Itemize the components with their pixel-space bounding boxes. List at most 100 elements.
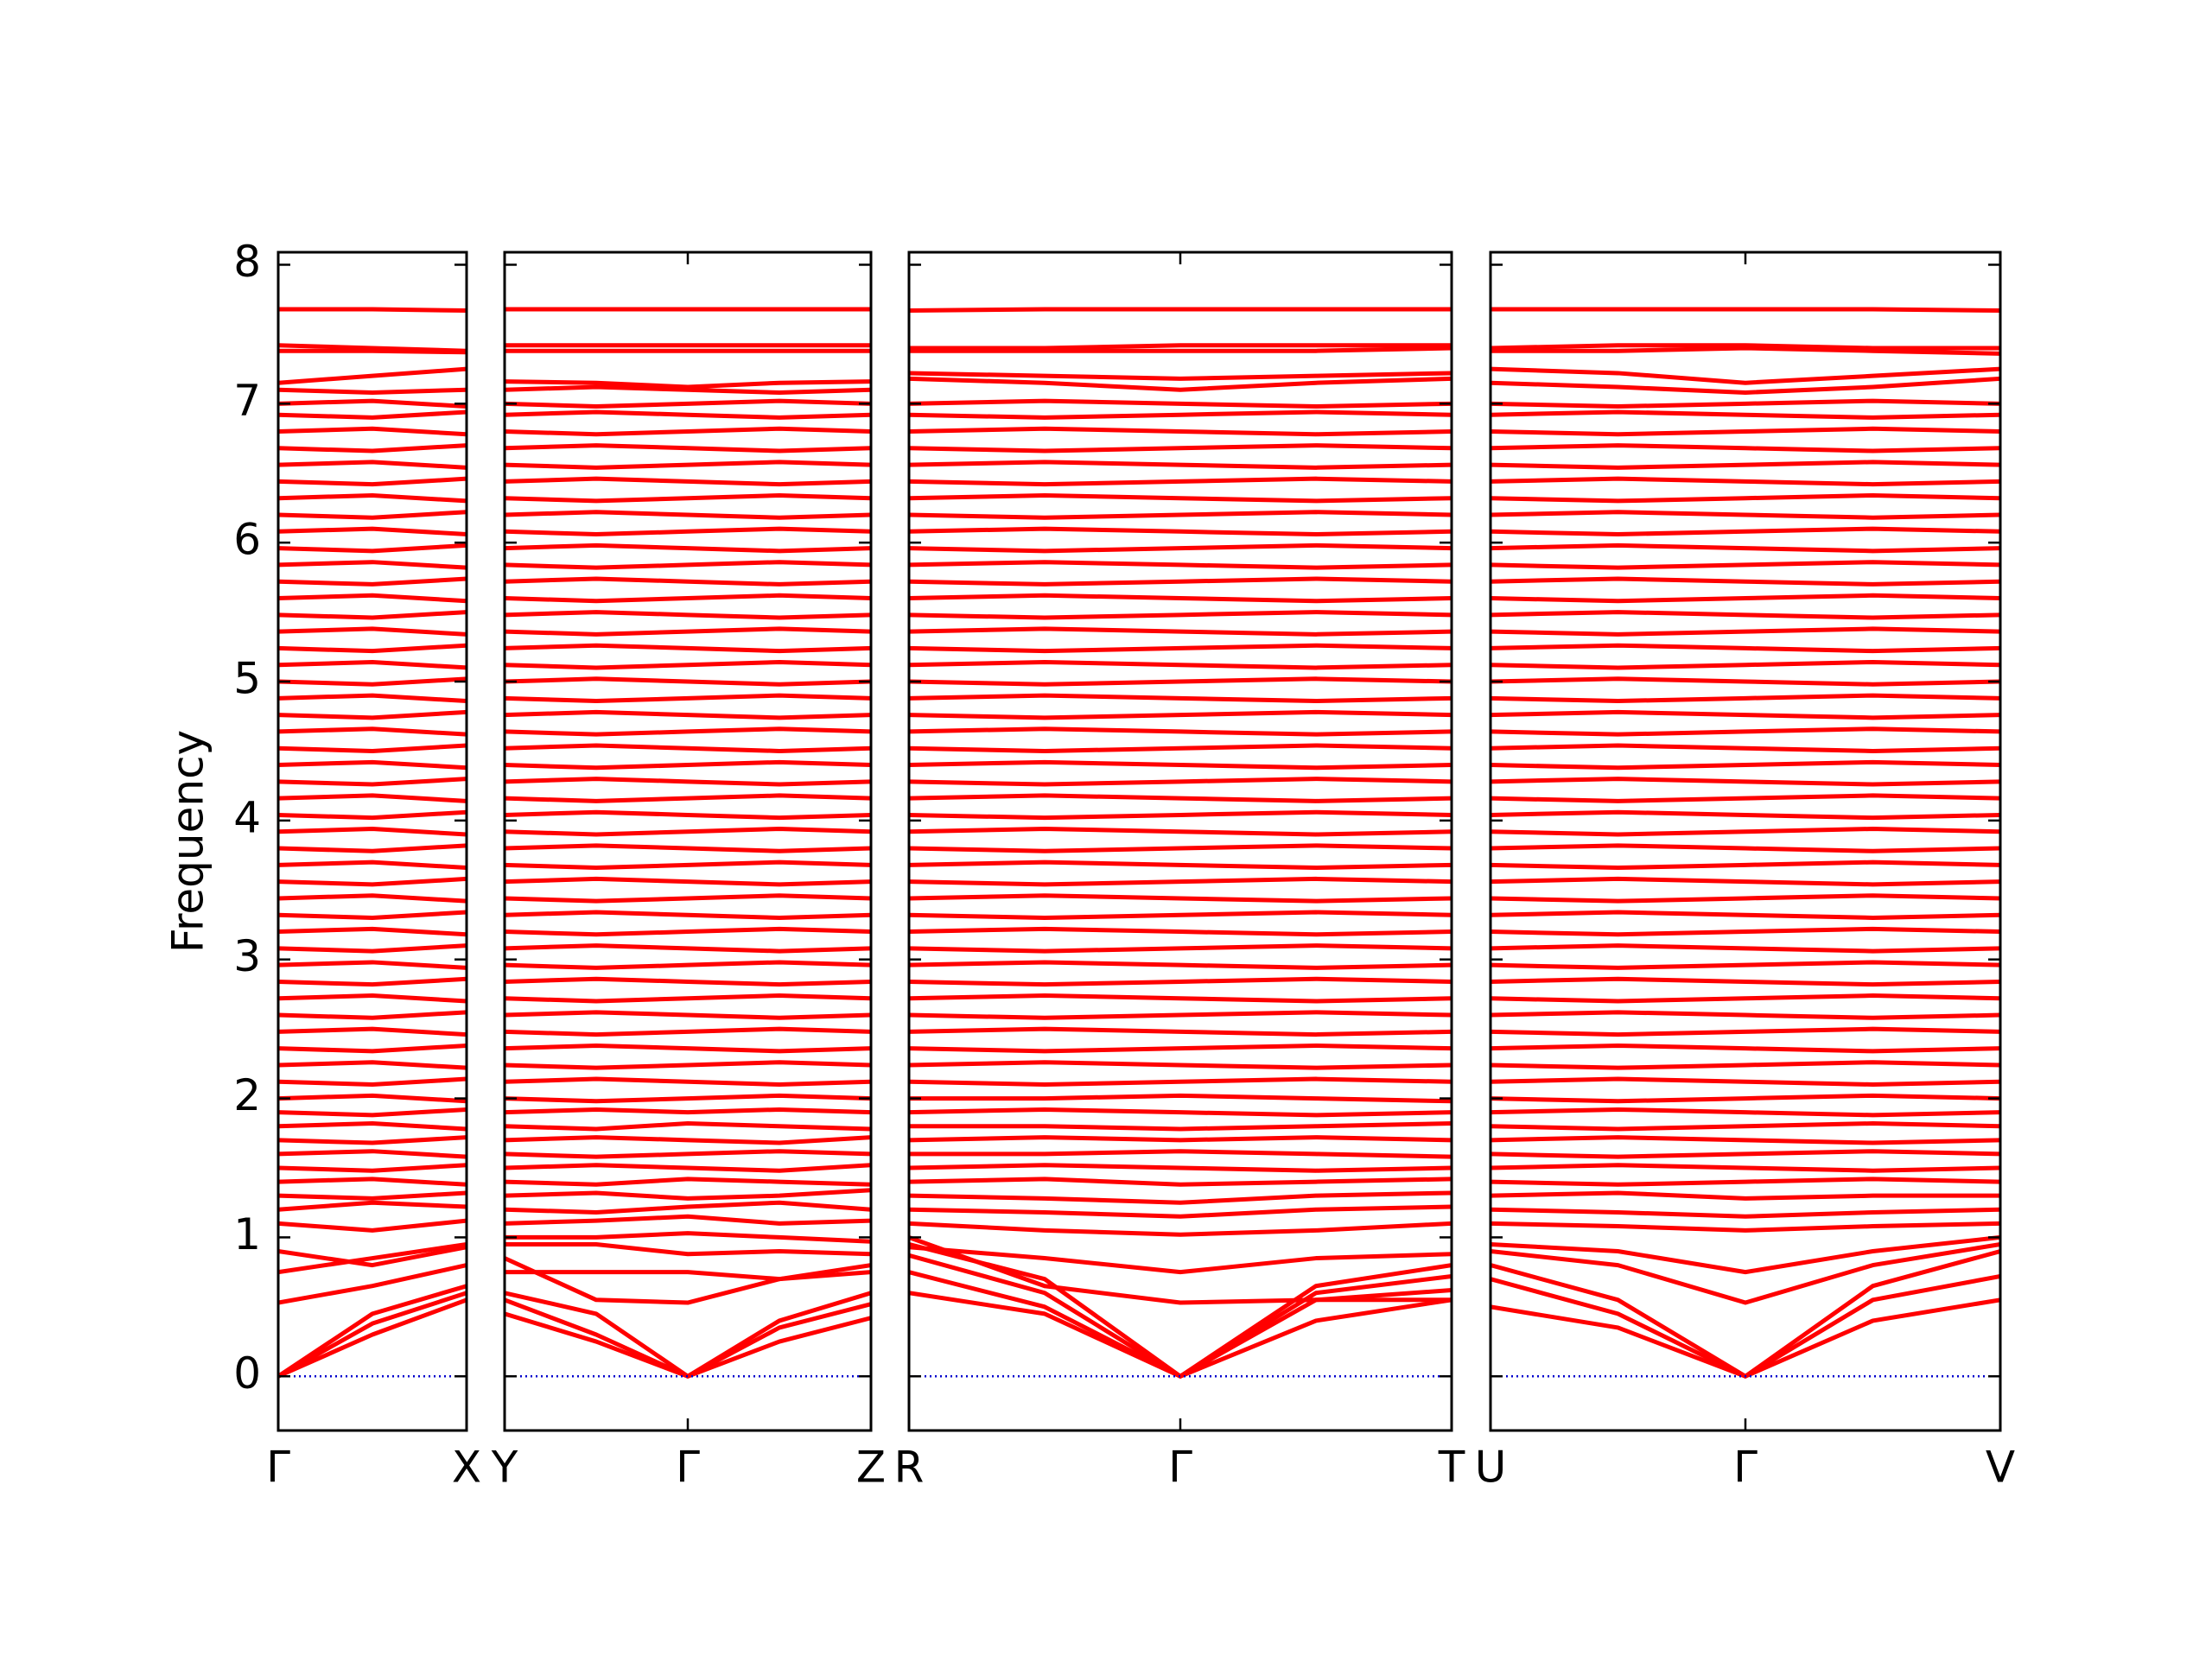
band-line xyxy=(505,693,871,704)
band-line xyxy=(909,460,1452,470)
band-line xyxy=(278,460,467,470)
band-line xyxy=(909,943,1452,954)
band-line xyxy=(1491,809,2000,821)
band-line xyxy=(1491,793,2000,803)
band-line xyxy=(505,1076,871,1087)
band-line xyxy=(505,560,871,570)
band-line xyxy=(278,387,467,395)
band-line xyxy=(909,1135,1452,1143)
band-line xyxy=(909,1093,1452,1104)
band-line xyxy=(1491,743,2000,753)
band-line xyxy=(909,343,1452,351)
x-tick-label: U xyxy=(1475,1443,1507,1493)
band-line xyxy=(278,726,467,737)
band-line xyxy=(505,1093,871,1104)
band-line xyxy=(505,492,871,504)
band-line xyxy=(1491,542,2000,554)
band-line xyxy=(909,1026,1452,1037)
band-line xyxy=(278,1263,467,1305)
band-line xyxy=(278,709,467,720)
band-line xyxy=(909,476,1452,487)
band-line xyxy=(505,426,871,437)
y-tick-label: 5 xyxy=(233,654,261,704)
band-line xyxy=(505,1026,871,1037)
plot-area xyxy=(909,307,1452,1379)
band-line xyxy=(909,893,1452,904)
band-line xyxy=(909,426,1452,437)
band-line xyxy=(1491,1107,2000,1118)
band-line xyxy=(1491,676,2000,687)
band-line xyxy=(278,398,467,409)
band-line xyxy=(278,366,467,385)
band-line xyxy=(278,1177,467,1187)
band-line xyxy=(505,1231,871,1244)
band-line xyxy=(278,1291,467,1379)
band-line xyxy=(1491,409,2000,420)
band-line xyxy=(278,1093,467,1104)
band-line xyxy=(505,510,871,520)
x-tick-label: X xyxy=(452,1443,481,1493)
band-line xyxy=(909,610,1452,620)
band-line xyxy=(909,1190,1452,1205)
band-line xyxy=(278,993,467,1004)
x-tick-label: Y xyxy=(491,1443,518,1493)
band-line xyxy=(505,1163,871,1173)
band-line xyxy=(505,843,871,853)
band-line xyxy=(1491,910,2000,920)
band-line xyxy=(909,660,1452,670)
band-line xyxy=(1491,726,2000,737)
band-line xyxy=(278,876,467,887)
band-line xyxy=(1491,576,2000,587)
band-line xyxy=(278,743,467,753)
x-tick-label: Γ xyxy=(1168,1443,1192,1493)
band-line xyxy=(278,576,467,587)
band-line xyxy=(278,1200,467,1212)
band-line xyxy=(909,993,1452,1004)
band-line xyxy=(909,860,1452,871)
x-tick-label: V xyxy=(1986,1443,2015,1493)
band-line xyxy=(909,576,1452,587)
band-line xyxy=(505,1010,871,1020)
band-line xyxy=(505,409,871,420)
band-line xyxy=(909,759,1452,771)
band-line xyxy=(1491,1234,2000,1275)
band-line xyxy=(1491,593,2000,604)
band-line xyxy=(505,676,871,687)
band-line xyxy=(278,426,467,437)
band-line xyxy=(505,443,871,454)
band-line xyxy=(278,910,467,920)
band-line xyxy=(909,1010,1452,1020)
band-line xyxy=(1491,460,2000,470)
y-tick-label: 3 xyxy=(233,931,261,981)
band-line xyxy=(1491,1190,2000,1201)
band-line xyxy=(909,726,1452,737)
band-line xyxy=(909,542,1452,554)
band-line xyxy=(1491,346,2000,356)
band-line xyxy=(278,343,467,353)
band-line xyxy=(278,660,467,670)
band-line xyxy=(1491,1121,2000,1132)
band-line xyxy=(278,1284,467,1379)
band-line xyxy=(505,1121,871,1132)
band-line xyxy=(505,1060,871,1070)
band-line xyxy=(505,1043,871,1054)
band-line xyxy=(505,379,871,390)
band-line xyxy=(909,1076,1452,1087)
band-line xyxy=(278,777,467,787)
band-line xyxy=(505,910,871,920)
band-line xyxy=(1491,777,2000,787)
band-line xyxy=(278,793,467,803)
band-line xyxy=(1491,1060,2000,1070)
band-line xyxy=(505,759,871,771)
band-line xyxy=(909,1177,1452,1187)
band-line xyxy=(909,593,1452,604)
band-line xyxy=(1491,759,2000,771)
x-tick-label: Z xyxy=(856,1443,886,1493)
band-line xyxy=(1491,827,2000,837)
band-line xyxy=(909,492,1452,504)
band-line xyxy=(278,307,467,314)
band-line xyxy=(1491,876,2000,887)
band-line xyxy=(505,777,871,787)
x-tick-label: Γ xyxy=(676,1443,700,1493)
x-tick-label: Γ xyxy=(266,1443,290,1493)
